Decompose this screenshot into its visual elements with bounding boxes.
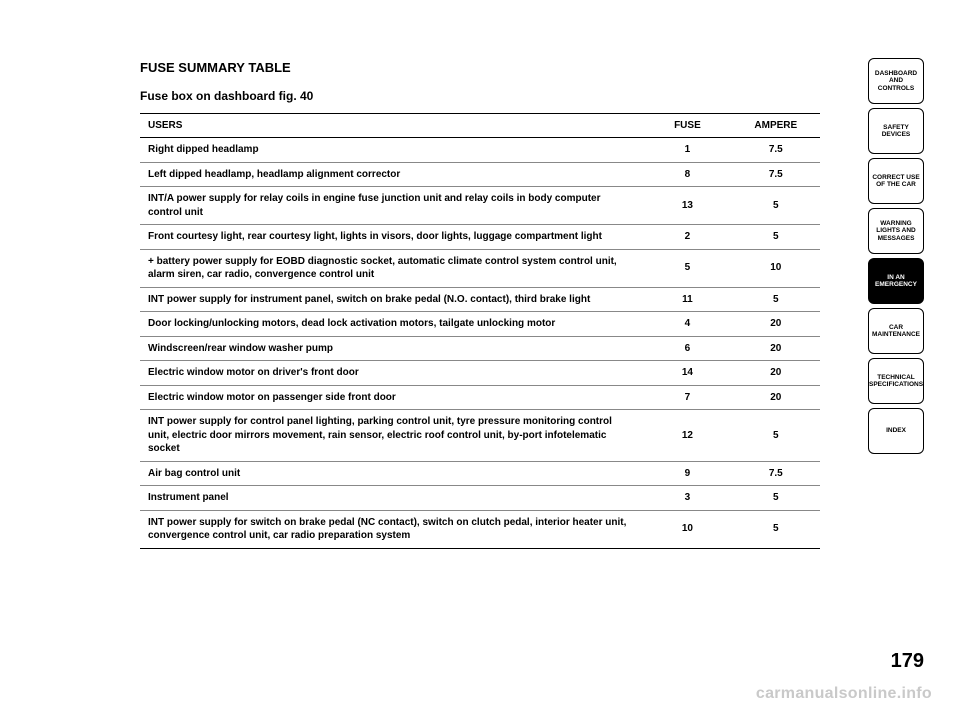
cell-fuse: 2 <box>643 225 731 250</box>
side-tab[interactable]: TECHNICAL SPECIFICATIONS <box>868 358 924 404</box>
table-row: Instrument panel35 <box>140 486 820 511</box>
fuse-summary-heading: FUSE SUMMARY TABLE <box>140 60 820 75</box>
cell-fuse: 4 <box>643 312 731 337</box>
cell-ampere: 5 <box>732 510 820 548</box>
cell-fuse: 7 <box>643 385 731 410</box>
cell-fuse: 11 <box>643 287 731 312</box>
side-tab[interactable]: INDEX <box>868 408 924 454</box>
cell-fuse: 12 <box>643 410 731 462</box>
table-row: INT power supply for switch on brake ped… <box>140 510 820 548</box>
table-row: Electric window motor on passenger side … <box>140 385 820 410</box>
cell-ampere: 5 <box>732 287 820 312</box>
cell-ampere: 5 <box>732 225 820 250</box>
side-tab[interactable]: DASHBOARD AND CONTROLS <box>868 58 924 104</box>
table-row: Windscreen/rear window washer pump620 <box>140 336 820 361</box>
side-tab[interactable]: CAR MAINTENANCE <box>868 308 924 354</box>
table-row: + battery power supply for EOBD diagnost… <box>140 249 820 287</box>
cell-users: INT power supply for control panel light… <box>140 410 643 462</box>
cell-users: Front courtesy light, rear courtesy ligh… <box>140 225 643 250</box>
cell-ampere: 5 <box>732 486 820 511</box>
table-row: INT power supply for instrument panel, s… <box>140 287 820 312</box>
cell-ampere: 7.5 <box>732 162 820 187</box>
cell-users: Right dipped headlamp <box>140 138 643 163</box>
cell-users: Electric window motor on passenger side … <box>140 385 643 410</box>
cell-fuse: 3 <box>643 486 731 511</box>
cell-users: INT power supply for switch on brake ped… <box>140 510 643 548</box>
cell-users: Left dipped headlamp, headlamp alignment… <box>140 162 643 187</box>
table-row: Door locking/unlocking motors, dead lock… <box>140 312 820 337</box>
watermark: carmanualsonline.info <box>756 685 932 703</box>
cell-fuse: 8 <box>643 162 731 187</box>
cell-ampere: 7.5 <box>732 461 820 486</box>
table-row: Front courtesy light, rear courtesy ligh… <box>140 225 820 250</box>
cell-users: Electric window motor on driver's front … <box>140 361 643 386</box>
cell-users: + battery power supply for EOBD diagnost… <box>140 249 643 287</box>
cell-users: Windscreen/rear window washer pump <box>140 336 643 361</box>
col-header-users: USERS <box>140 114 643 138</box>
cell-ampere: 10 <box>732 249 820 287</box>
col-header-ampere: AMPERE <box>732 114 820 138</box>
side-tab[interactable]: CORRECT USE OF THE CAR <box>868 158 924 204</box>
cell-users: Instrument panel <box>140 486 643 511</box>
cell-fuse: 10 <box>643 510 731 548</box>
fuse-table: USERS FUSE AMPERE Right dipped headlamp1… <box>140 113 820 549</box>
table-row: Air bag control unit97.5 <box>140 461 820 486</box>
side-tab[interactable]: IN AN EMERGENCY <box>868 258 924 304</box>
side-tab[interactable]: WARNING LIGHTS AND MESSAGES <box>868 208 924 254</box>
table-row: Right dipped headlamp17.5 <box>140 138 820 163</box>
cell-ampere: 20 <box>732 385 820 410</box>
table-row: Electric window motor on driver's front … <box>140 361 820 386</box>
cell-fuse: 13 <box>643 187 731 225</box>
side-tab[interactable]: SAFETY DEVICES <box>868 108 924 154</box>
cell-fuse: 14 <box>643 361 731 386</box>
cell-ampere: 5 <box>732 187 820 225</box>
cell-ampere: 20 <box>732 336 820 361</box>
table-row: Left dipped headlamp, headlamp alignment… <box>140 162 820 187</box>
table-row: INT/A power supply for relay coils in en… <box>140 187 820 225</box>
cell-fuse: 6 <box>643 336 731 361</box>
cell-users: Air bag control unit <box>140 461 643 486</box>
cell-users: Door locking/unlocking motors, dead lock… <box>140 312 643 337</box>
cell-ampere: 5 <box>732 410 820 462</box>
page-content: FUSE SUMMARY TABLE Fuse box on dashboard… <box>140 60 820 549</box>
page-number: 179 <box>891 650 924 673</box>
cell-users: INT power supply for instrument panel, s… <box>140 287 643 312</box>
col-header-fuse: FUSE <box>643 114 731 138</box>
fuse-box-subheading: Fuse box on dashboard fig. 40 <box>140 89 820 103</box>
cell-ampere: 7.5 <box>732 138 820 163</box>
side-tabs: DASHBOARD AND CONTROLSSAFETY DEVICESCORR… <box>868 58 924 454</box>
cell-ampere: 20 <box>732 312 820 337</box>
cell-ampere: 20 <box>732 361 820 386</box>
cell-users: INT/A power supply for relay coils in en… <box>140 187 643 225</box>
table-header-row: USERS FUSE AMPERE <box>140 114 820 138</box>
cell-fuse: 1 <box>643 138 731 163</box>
table-row: INT power supply for control panel light… <box>140 410 820 462</box>
cell-fuse: 9 <box>643 461 731 486</box>
cell-fuse: 5 <box>643 249 731 287</box>
